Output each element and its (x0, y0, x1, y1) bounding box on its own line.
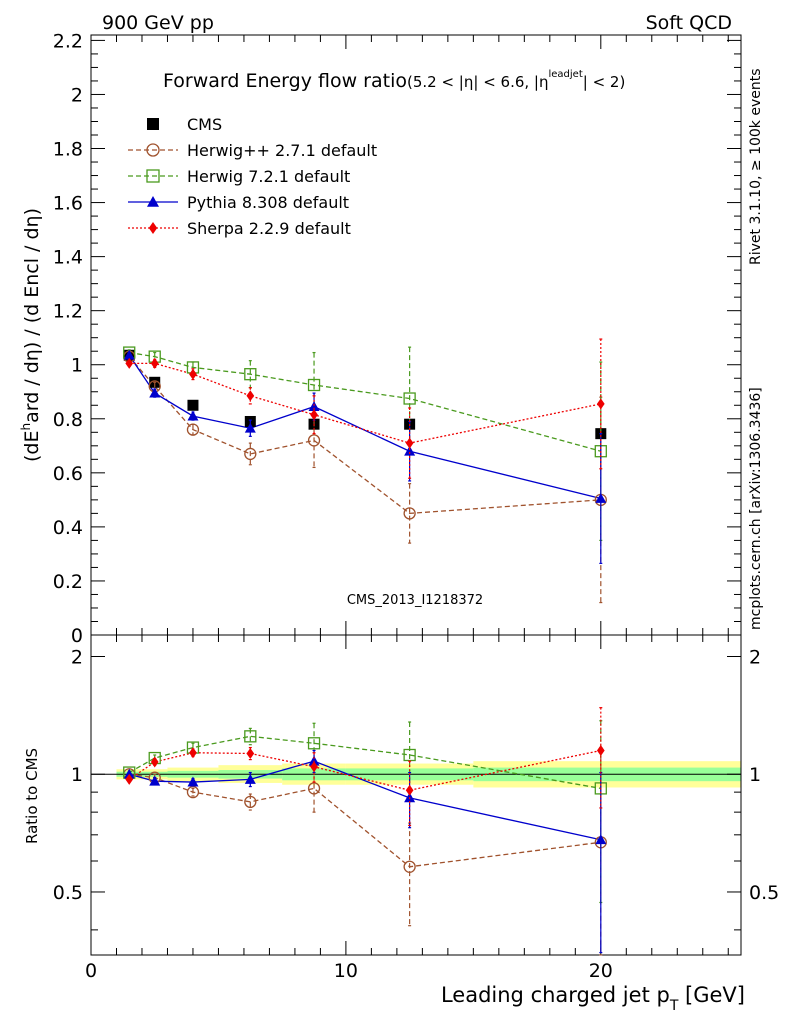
plot-title: Forward Energy flow ratio(5.2 < |η| < 6.… (163, 69, 625, 92)
ratio-series-2-point (187, 776, 199, 787)
main-series-3-point (187, 410, 199, 421)
y-tick-label: 2.2 (53, 30, 83, 52)
ratio-series-2-point (123, 768, 135, 779)
main-series-1-line (128, 356, 601, 515)
ratio-y-tick-label: 0.5 (53, 882, 83, 904)
ratio-plot-frame (90, 634, 742, 956)
y-axis-label-ratio: Ratio to CMS (23, 748, 41, 844)
ratio-series-3-point (150, 756, 159, 768)
ratio-series-0-point (244, 795, 257, 808)
main-series-3-point (404, 445, 416, 456)
main-series-3-point (308, 401, 320, 412)
y-tick-label: 1.4 (53, 247, 83, 269)
main-series-1-point (186, 423, 200, 436)
ratio-series-3-point (310, 761, 318, 773)
ratio-series-2-point (595, 834, 607, 845)
main-series-3-point (244, 422, 256, 433)
main-series-4-point (246, 390, 255, 402)
ratio-series-1-point (403, 748, 416, 762)
main-series-2-point (244, 368, 257, 381)
main-series-3-point (149, 387, 161, 398)
ratio-series-0-point (403, 860, 416, 873)
ratio-series-2-point (149, 775, 161, 786)
legend-marker (147, 196, 159, 207)
ratio-y-tick-label-right: 0.5 (749, 882, 779, 904)
plot-title-sub-pre: (5.2 < |η| < 6.6, |η (407, 73, 548, 91)
plot-title-main: Forward Energy flow ratio (163, 70, 407, 92)
main-series-3-point (123, 349, 135, 360)
legend-marker (147, 118, 159, 130)
main-series-4-point (310, 409, 318, 421)
main-series-4-point (189, 368, 197, 380)
legend-label: Herwig++ 2.7.1 default (187, 141, 377, 160)
y-tick-label: 1.8 (53, 139, 83, 161)
y-tick-label: 0.6 (53, 463, 83, 485)
rivet-version-label: Rivet 3.1.10, ≥ 100k events (748, 68, 764, 265)
main-series-2-point (307, 378, 321, 392)
legend-marker (146, 143, 160, 157)
ratio-y-tick-label-right: 2 (749, 647, 761, 669)
legend-label: Sherpa 2.2.9 default (187, 219, 351, 238)
ratio-series-3-point (405, 784, 414, 796)
y-tick-label: 1 (71, 355, 83, 377)
legend: CMS Herwig++ 2.7.1 default Herwig 7.2.1 de… (128, 115, 377, 238)
ratio-series-2-point (308, 755, 320, 766)
y-axis-label-main: (dEhard / dη) / (d Encl / dη) (19, 208, 43, 462)
mcplots-label: mcplots.cern.ch [arXiv:1306.3436] (748, 387, 764, 630)
main-series-1-point (307, 434, 321, 447)
header-right: Soft QCD (646, 12, 732, 34)
ratio-y-tick-label: 2 (71, 647, 83, 669)
legend-marker (148, 222, 158, 234)
main-series-4-point (150, 357, 159, 369)
y-tick-label: 0 (71, 625, 83, 647)
y-tick-label: 0.4 (53, 517, 83, 539)
main-series-4-point (125, 357, 134, 369)
x-tick-label: 0 (85, 960, 97, 982)
main-plot-panel: 0 0.2 0.4 0.6 0.8 1 1.2 1.4 1.6 1.8 2 2.2 Forward E… (53, 30, 742, 647)
x-tick-label: 20 (589, 960, 613, 982)
plot-title-sub-sup: leadjet (548, 69, 582, 80)
x-axis-label: Leading charged jet pT [GeV] (441, 983, 745, 1014)
y-tick-label: 1.6 (53, 193, 83, 215)
y-tick-label: 0.2 (53, 571, 83, 593)
main-series-0-point (187, 399, 199, 411)
ratio-series-0-point (186, 785, 200, 799)
watermark: CMS_2013_I1218372 (347, 593, 483, 608)
ratio-series-3-point (596, 745, 605, 757)
ratio-series-3-point (246, 747, 255, 759)
ratio-series-0-point (307, 782, 321, 795)
y-tick-label: 2 (71, 84, 83, 106)
x-tick-label: 10 (334, 960, 358, 982)
plot-title-sub-post: | < 2) (583, 73, 626, 91)
ratio-series-3-point (125, 773, 134, 785)
ratio-series-3-point (189, 747, 197, 759)
y-tick-label: 1.2 (53, 301, 83, 323)
main-series-2-point (403, 392, 416, 405)
legend-label: CMS (187, 115, 222, 134)
legend-marker (146, 169, 160, 183)
ratio-series-0-line (129, 773, 601, 868)
ratio-series-2-point (244, 773, 256, 784)
ratio-plot-panel: 0.5 0.5 1 1 2 2 (53, 634, 779, 956)
ratio-series-1-point (307, 737, 321, 750)
main-series-3-point (595, 493, 607, 503)
main-series-1-point (244, 447, 257, 461)
main-series-4-point (405, 437, 414, 449)
ratio-series-1-point (244, 730, 257, 743)
header-left: 900 GeV pp (102, 12, 214, 34)
y-tick-label: 0.8 (53, 409, 83, 431)
legend-label: Pythia 8.308 default (187, 193, 349, 212)
main-series-2-line (129, 351, 601, 452)
main-series-1-point (403, 507, 416, 520)
main-series-4-point (596, 398, 605, 410)
legend-label: Herwig 7.2.1 default (187, 167, 350, 186)
ratio-y-tick-label: 1 (71, 764, 83, 786)
ratio-y-tick-label-right: 1 (749, 764, 761, 786)
